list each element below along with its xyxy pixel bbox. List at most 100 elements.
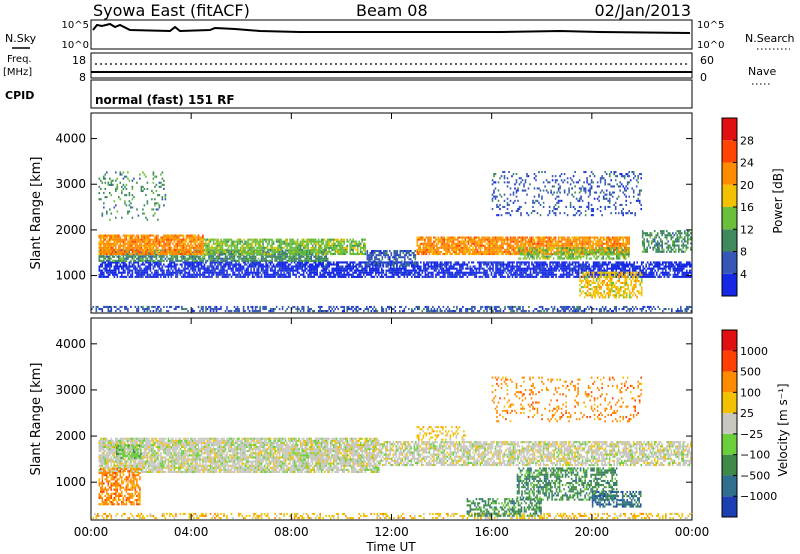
data-cell: [610, 310, 613, 313]
data-cell: [172, 234, 174, 237]
data-cell: [238, 273, 240, 276]
data-cell: [501, 269, 503, 272]
data-cell: [254, 244, 257, 247]
data-cell: [568, 305, 571, 308]
data-cell: [496, 267, 499, 270]
data-cell: [567, 265, 569, 268]
data-cell: [236, 305, 239, 308]
data-cell: [170, 275, 173, 278]
data-cell: [304, 253, 306, 256]
data-cell: [202, 259, 204, 262]
data-cell: [534, 275, 536, 278]
data-cell: [683, 265, 685, 268]
data-cell: [116, 261, 119, 264]
data-cell: [349, 308, 351, 311]
data-cell: [130, 246, 132, 249]
data-cell: [154, 244, 156, 247]
data-cell: [124, 271, 126, 274]
data-cell: [359, 244, 362, 247]
data-cell: [280, 238, 282, 241]
data-cell: [295, 269, 297, 272]
data-cell: [251, 248, 254, 251]
data-cell: [292, 271, 294, 274]
data-cell: [203, 273, 206, 276]
data-cell: [310, 255, 312, 258]
data-cell: [271, 257, 273, 260]
data-cell: [191, 269, 194, 272]
data-cell: [236, 275, 239, 278]
data-cell: [185, 240, 188, 243]
data-cell: [385, 271, 388, 274]
data-cell: [239, 253, 242, 256]
data-cell: [100, 246, 102, 249]
data-cell: [326, 267, 329, 270]
data-cell: [355, 275, 357, 278]
data-cell: [215, 267, 218, 270]
data-cell: [179, 246, 182, 249]
data-cell: [498, 305, 500, 308]
data-cell: [289, 244, 291, 247]
data-cell: [130, 242, 132, 245]
data-cell: [343, 253, 345, 256]
data-cell: [208, 273, 210, 276]
data-cell: [232, 265, 234, 268]
data-cell: [107, 253, 110, 256]
data-cell: [295, 255, 297, 258]
data-cell: [238, 253, 240, 256]
data-cell: [603, 263, 605, 266]
data-cell: [649, 305, 652, 308]
data-cell: [495, 267, 497, 270]
data-cell: [100, 240, 102, 243]
data-cell: [454, 310, 457, 313]
data-cell: [504, 308, 506, 311]
data-cell: [275, 259, 278, 262]
data-cell: [265, 305, 267, 308]
data-cell: [284, 257, 287, 260]
data-cell: [251, 255, 254, 258]
data-cell: [191, 261, 194, 264]
data-cell: [295, 265, 297, 268]
data-cell: [684, 263, 687, 266]
data-cell: [230, 246, 233, 249]
data-cell: [316, 253, 318, 256]
data-cell: [343, 238, 345, 241]
data-cell: [363, 310, 365, 313]
data-cell: [353, 265, 356, 268]
data-cell: [145, 267, 147, 270]
data-cell: [631, 273, 634, 276]
data-cell: [603, 308, 605, 311]
data-cell: [227, 249, 230, 252]
data-cell: [672, 275, 675, 278]
data-cell: [188, 261, 191, 264]
data-cell: [331, 248, 333, 251]
data-cell: [166, 250, 168, 253]
data-cell: [435, 273, 437, 276]
data-cell: [358, 271, 360, 274]
data-cell: [678, 267, 681, 270]
data-cell: [405, 305, 407, 308]
data-cell: [615, 269, 617, 272]
data-cell: [640, 308, 643, 311]
data-cell: [182, 240, 185, 243]
data-cell: [148, 263, 150, 266]
data-cell: [364, 238, 367, 241]
data-cell: [541, 261, 544, 264]
data-cell: [278, 238, 281, 241]
data-cell: [259, 248, 261, 251]
data-cell: [167, 250, 170, 253]
data-cell: [130, 259, 132, 262]
data-cell: [299, 253, 302, 256]
data-cell: [417, 308, 419, 311]
data-cell: [364, 269, 367, 272]
data-cell: [223, 263, 225, 266]
data-cell: [236, 255, 239, 258]
data-cell: [320, 273, 323, 276]
data-cell: [263, 246, 266, 249]
data-cell: [353, 253, 356, 256]
data-cell: [444, 263, 446, 266]
data-cell: [435, 267, 437, 270]
data-cell: [220, 305, 222, 308]
data-cell: [157, 242, 159, 245]
data-cell: [633, 263, 635, 266]
data-cell: [298, 250, 300, 253]
